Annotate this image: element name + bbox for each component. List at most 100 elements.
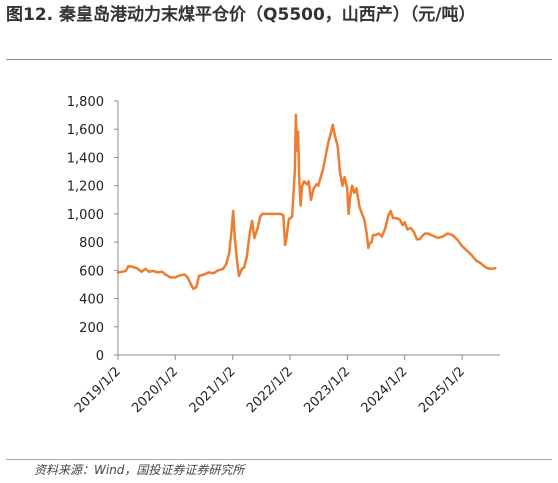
- x-tick-label: 2023/1/2: [301, 364, 353, 416]
- y-tick-label: 200: [79, 321, 104, 336]
- series-group: [116, 113, 497, 290]
- data-point: [353, 191, 356, 194]
- x-tick-label: 2022/1/2: [244, 364, 296, 416]
- data-point: [135, 267, 138, 270]
- data-point: [250, 219, 254, 223]
- data-point: [322, 167, 325, 170]
- data-point: [290, 215, 294, 218]
- data-point: [178, 274, 182, 277]
- data-point: [317, 184, 320, 187]
- data-point: [389, 209, 392, 213]
- data-point: [248, 232, 251, 235]
- data-point: [287, 218, 290, 221]
- data-point: [409, 226, 412, 230]
- data-point: [420, 235, 423, 238]
- data-point: [233, 236, 236, 240]
- data-point: [484, 266, 487, 269]
- y-tick-label: 1,600: [67, 123, 104, 138]
- data-point: [256, 226, 259, 230]
- data-point: [423, 232, 427, 235]
- data-point: [489, 267, 492, 271]
- data-point: [363, 218, 366, 221]
- data-point: [282, 214, 285, 217]
- y-tick-label: 400: [79, 293, 104, 308]
- data-point: [121, 270, 124, 273]
- data-point: [427, 232, 430, 235]
- data-point: [144, 267, 147, 271]
- data-point: [415, 238, 419, 241]
- title-divider: [6, 59, 552, 60]
- data-point: [470, 253, 473, 256]
- data-point: [302, 180, 306, 183]
- data-point: [430, 233, 433, 237]
- data-point: [441, 235, 444, 238]
- data-point: [412, 231, 416, 234]
- data-point: [279, 212, 282, 216]
- data-point: [355, 187, 358, 190]
- data-point: [261, 212, 264, 216]
- data-point: [309, 198, 313, 201]
- data-point: [465, 249, 469, 252]
- data-point: [258, 215, 262, 218]
- data-point: [157, 271, 160, 274]
- data-point: [367, 246, 370, 249]
- y-tick-label: 1,800: [67, 95, 104, 110]
- data-point: [183, 273, 186, 276]
- x-tick-label: 2025/1/2: [416, 364, 468, 416]
- data-point: [195, 286, 198, 289]
- data-point: [301, 184, 304, 187]
- data-point: [236, 263, 239, 266]
- data-point: [377, 232, 380, 235]
- data-point: [221, 267, 225, 271]
- y-tick-label: 800: [79, 236, 104, 251]
- source-note: 资料来源：Wind，国投证券证券研究所: [34, 463, 245, 477]
- data-point: [358, 205, 361, 208]
- data-point: [160, 270, 164, 273]
- data-point: [307, 180, 310, 183]
- data-point: [433, 235, 436, 238]
- y-tick-label: 1,400: [67, 151, 104, 166]
- data-point: [368, 242, 371, 245]
- data-point: [116, 271, 120, 274]
- data-point: [296, 130, 300, 134]
- data-point: [230, 229, 233, 232]
- data-point: [343, 176, 346, 179]
- data-point: [406, 228, 409, 231]
- data-point: [403, 221, 406, 224]
- data-point: [371, 233, 375, 237]
- data-point: [189, 283, 193, 286]
- data-point: [315, 183, 318, 186]
- data-point: [186, 276, 189, 279]
- x-tick-label: 2019/1/2: [72, 364, 124, 416]
- data-point: [283, 243, 287, 247]
- y-tick-label: 600: [79, 264, 104, 279]
- data-point: [418, 238, 421, 241]
- y-tick-label: 1,200: [67, 180, 104, 195]
- data-point: [360, 212, 364, 216]
- data-point: [474, 259, 478, 262]
- data-point: [446, 232, 449, 235]
- data-point: [174, 276, 177, 279]
- data-point: [197, 274, 201, 278]
- data-point: [224, 263, 228, 266]
- data-point: [274, 212, 277, 216]
- data-point: [232, 209, 235, 213]
- y-axis: 0 200 400 600 800 1,000 1,200 1,400 1,600 1,800: [67, 95, 119, 364]
- data-point: [391, 216, 395, 220]
- data-point: [494, 267, 497, 270]
- data-point: [269, 212, 272, 216]
- data-point: [293, 170, 296, 173]
- data-point: [240, 267, 244, 271]
- y-tick-label: 1,000: [67, 208, 104, 223]
- data-point: [401, 224, 404, 227]
- data-point: [127, 264, 130, 268]
- data-point: [479, 262, 482, 265]
- data-point: [298, 177, 301, 180]
- data-point: [436, 236, 440, 240]
- data-point: [347, 212, 350, 216]
- data-point: [217, 269, 220, 272]
- source-divider: [6, 459, 552, 460]
- x-tick-label: 2021/1/2: [187, 364, 239, 416]
- data-point: [341, 184, 344, 187]
